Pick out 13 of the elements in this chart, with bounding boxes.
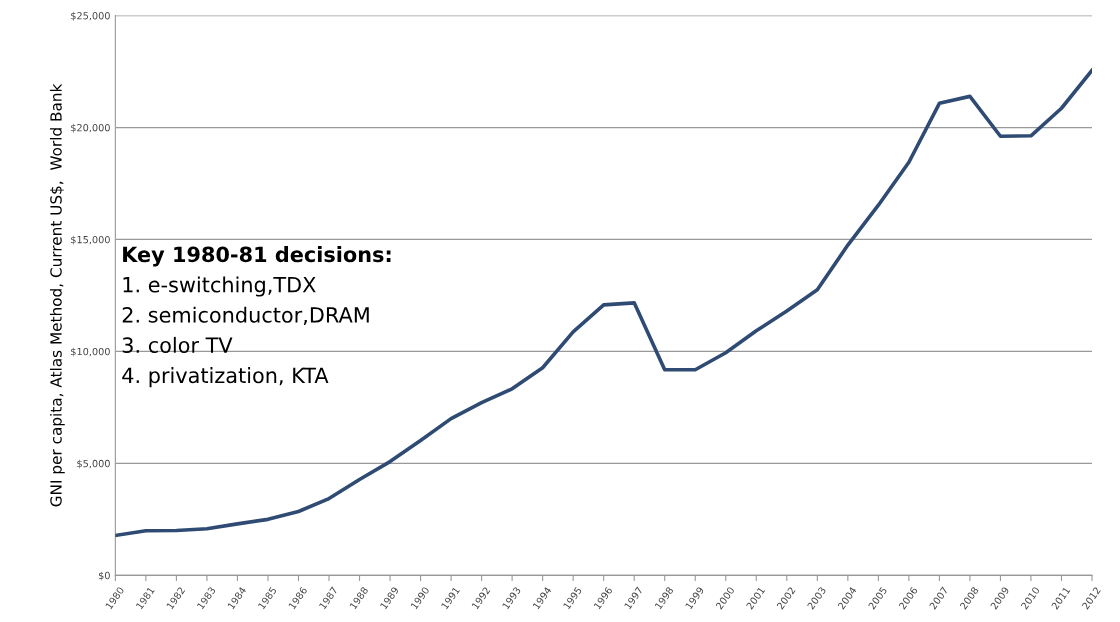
annotation: 1. e-switching,TDX (123, 276, 316, 297)
annotation: 3. color TV (122, 336, 233, 353)
y-tick-label: $0 (98, 571, 110, 581)
y-tick-label: $20,000 (71, 123, 110, 133)
annotation: 2. semiconductor,DRAM (122, 306, 369, 325)
line-series (115, 68, 1092, 538)
y-tick-label: $25,000 (71, 11, 110, 21)
y-tick-label: $10,000 (71, 347, 110, 357)
y-axis-title: GNI per capita, Atlas Method, Current US$, World Bank (49, 83, 65, 507)
y-tick-label: $5,000 (77, 459, 110, 469)
annotation: 4. privatization, KTA (122, 367, 329, 388)
annotation: Key 1980-81 decisions: (123, 246, 391, 267)
y-tick-label: $15,000 (71, 235, 110, 245)
